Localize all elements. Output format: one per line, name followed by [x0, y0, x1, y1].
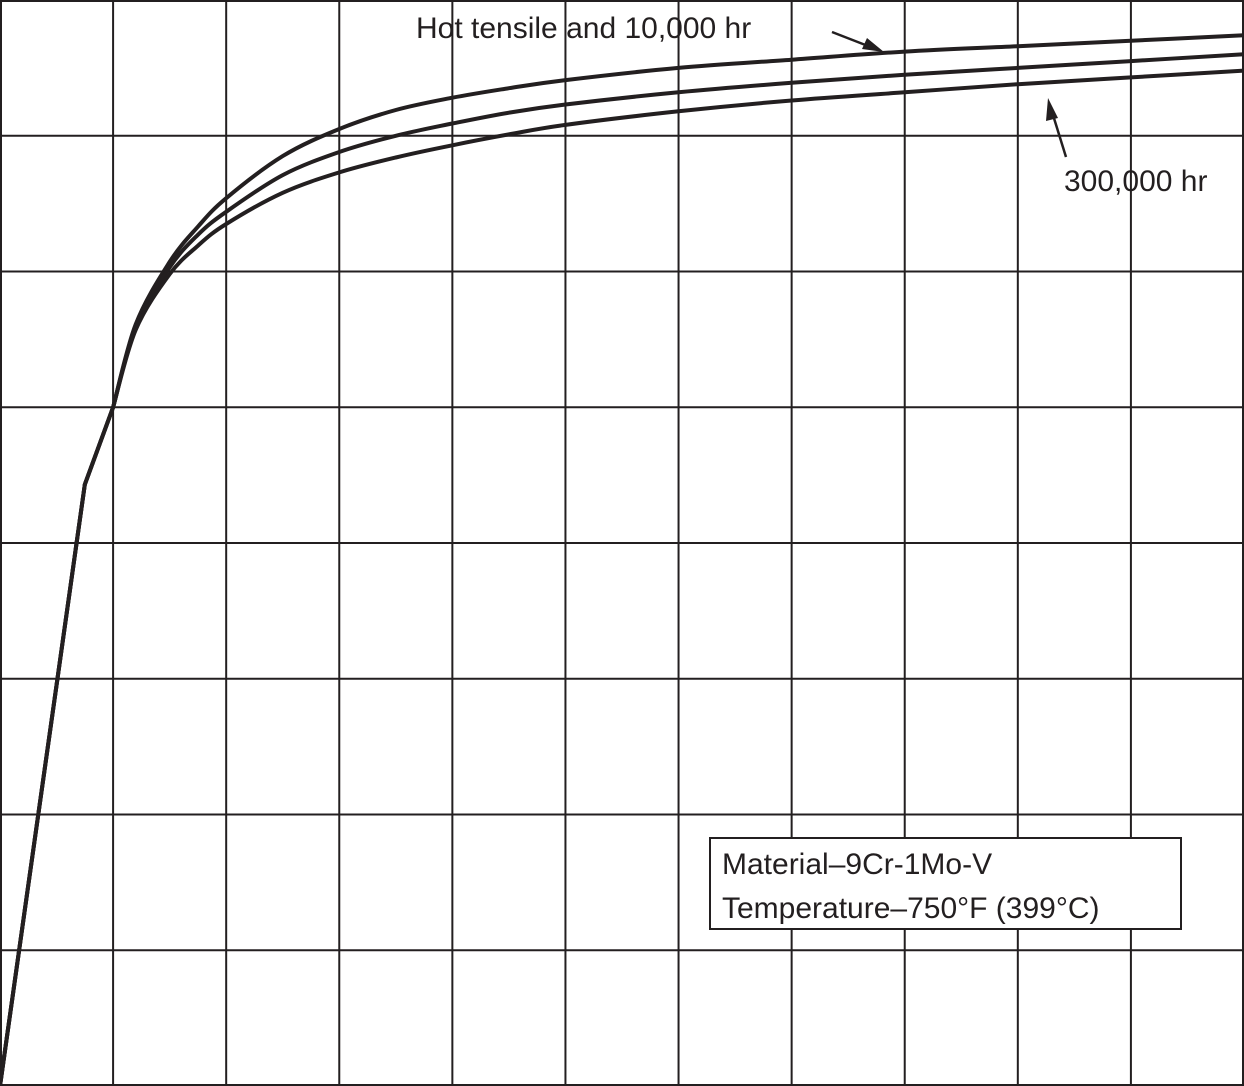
annotation-hot-tensile-leader — [831, 30, 869, 48]
material-note-line1: Material–9Cr-1Mo-V — [722, 848, 992, 881]
material-note-box — [709, 837, 1182, 930]
annotation-hot-tensile: Hot tensile and 10,000 hr — [416, 12, 884, 52]
curves — [0, 33, 1244, 1086]
annotation-300000-arrowhead — [1046, 98, 1058, 121]
series-line-1 — [0, 33, 1244, 1086]
series-line-2 — [0, 52, 1244, 1086]
annotation-hot-tensile-arrowhead — [862, 38, 884, 52]
material-note: Material–9Cr-1Mo-V Temperature–750°F (39… — [709, 837, 1182, 930]
material-note-line2: Temperature–750°F (399°C) — [722, 892, 1100, 925]
annotation-300000-label: 300,000 hr — [1064, 165, 1207, 198]
annotation-hot-tensile-label: Hot tensile and 10,000 hr — [416, 12, 751, 45]
annotation-300000: 300,000 hr — [1046, 98, 1207, 198]
series-line-3 — [0, 68, 1244, 1086]
annotation-300000-leader — [1051, 114, 1068, 158]
